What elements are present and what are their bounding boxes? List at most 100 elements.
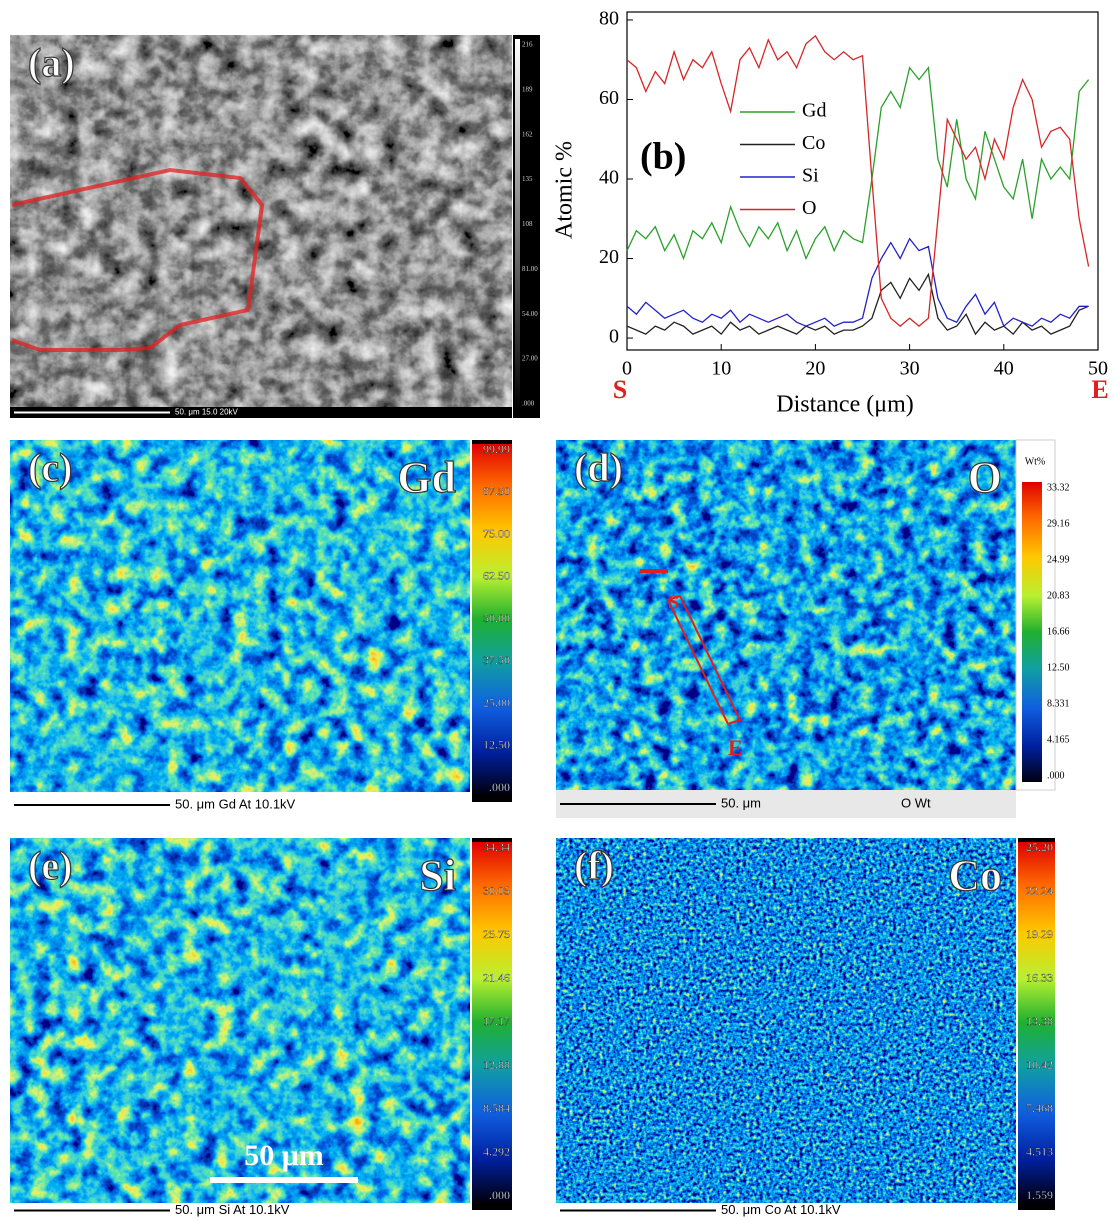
colorbar-tick-label: 34.34 [483,840,510,854]
colorbar-tick-label: 27.00 [522,355,538,363]
footer-strip [10,1203,470,1218]
colorbar-tick-label: 135 [522,175,533,183]
panel-label: (e) [28,843,72,888]
colorbar-tick-label: 12.50 [1047,662,1070,673]
micrograph [10,440,470,792]
colorbar-tick-label: 22.24 [1026,883,1053,897]
footer-text: 50. μm 15.0 20kV [175,408,239,417]
legend-label: Si [802,165,819,187]
colorbar-tick-label: 24.99 [1047,554,1070,565]
colorbar-tick-label: 17.17 [483,1014,510,1028]
panel-label: (c) [28,445,72,490]
colorbar-tick-label: 30.05 [483,883,510,897]
y-tick-label: 60 [599,87,619,109]
colorbar-tick-label: 12.50 [483,738,510,752]
y-tick-label: 80 [599,8,619,30]
colorbar-tick-label: .000 [489,1188,510,1202]
x-tick-label: 40 [994,358,1014,380]
colorbar-tick-label: 16.33 [1026,970,1053,984]
y-tick-label: 0 [609,326,619,348]
colorbar-tick-label: 33.32 [1047,482,1070,493]
x-tick-label: 10 [711,358,731,380]
colorbar-tick-label: 50.00 [483,611,510,625]
footer-strip [10,407,512,418]
colorbar-tick-label: 189 [522,85,533,93]
colorbar-tick-label: 87.50 [483,484,510,498]
colorbar-tick-label: 25.20 [1026,840,1053,854]
colorbar-tick-label: 19.29 [1026,927,1053,941]
footer-text: 50. μm Co At 10.1kV [721,1202,841,1217]
scan-end: E [728,735,743,760]
data-line [626,237,1089,328]
colorbar-tick-label: 13.38 [1026,1014,1053,1028]
colorbar-tick-label: 108 [522,220,533,228]
colorbar-tick-label: 81.00 [522,265,538,273]
colorbar-tick-label: 162 [522,130,533,138]
end-label: E [1091,375,1108,404]
colorbar [472,444,512,794]
scan-start: S [668,592,679,614]
colorbar-tick-label: .000 [1047,770,1065,781]
colorbar-tick-label: 216 [522,41,533,49]
panel-label: (d) [574,445,623,490]
legend-label: O [802,197,816,219]
colorbar-tick-label: 25.00 [483,695,510,709]
colorbar-tick-label: 4.292 [483,1144,510,1158]
colorbar-tick-label: 4.513 [1026,1144,1053,1158]
colorbar-tick-label: 12.88 [483,1057,510,1071]
colorbar [1018,842,1055,1202]
colorbar-tick-label: 16.66 [1047,626,1070,637]
line-scan-path [666,594,742,726]
footer-text: 50. μm [721,795,761,810]
colorbar-tick-label: 75.00 [483,526,510,540]
x-tick-label: 20 [805,358,825,380]
colorbar-tick-label: 29.16 [1047,518,1070,529]
micrograph [556,440,1016,790]
colorbar-tick-label: 4.165 [1047,734,1070,745]
colorbar-tick-label: 10.42 [1026,1057,1053,1071]
colorbar-tick-label: 54.00 [522,310,538,318]
micrograph [556,838,1016,1203]
panel-label: (f) [574,843,614,888]
y-tick-label: 20 [599,246,619,268]
colorbar-tick-label: 1.559 [1026,1188,1053,1202]
y-axis-title: Atomic % [552,141,578,239]
start-label: S [613,375,627,404]
data-line [626,272,1089,336]
legend-label: Co [802,132,825,154]
colorbar-tick-label: 8.584 [483,1101,510,1115]
colorbar-tick-label: 62.50 [483,569,510,583]
footer-text: O Wt [901,795,931,810]
colorbar-tick-label: 21.46 [483,970,510,984]
scale-bar-label: 50 μm [244,1139,324,1172]
colorbar [515,39,520,410]
footer-strip [556,1203,1016,1218]
element-label: O [968,453,1002,502]
colorbar-tick-label: 7.468 [1026,1101,1053,1115]
region-outline [11,167,265,352]
data-line [626,66,1090,261]
legend-label: Gd [802,100,826,122]
footer-text: 50. μm Si At 10.1kV [175,1202,290,1217]
colorbar-tick-label: 37.50 [483,653,510,667]
colorbar-tick-label: 25.75 [483,927,510,941]
y-tick-label: 40 [599,167,619,189]
plot-frame [626,11,1099,351]
element-label: Gd [397,453,456,502]
element-label: Co [948,851,1002,900]
x-tick-label: 30 [900,358,920,380]
colorbar [472,842,512,1202]
panel-label: (a) [28,40,75,85]
element-label: Si [419,851,456,900]
colorbar-tick-label: .000 [489,780,510,794]
micrograph [10,838,470,1203]
colorbar-tick-label: 99.99 [483,442,510,456]
footer-text: 50. μm Gd At 10.1kV [175,796,296,811]
x-tick-label: 50 [1088,358,1108,380]
colorbar-tick-label: 8.331 [1047,698,1070,709]
colorbar-tick-label: 20.83 [1047,590,1070,601]
data-line [626,34,1090,327]
